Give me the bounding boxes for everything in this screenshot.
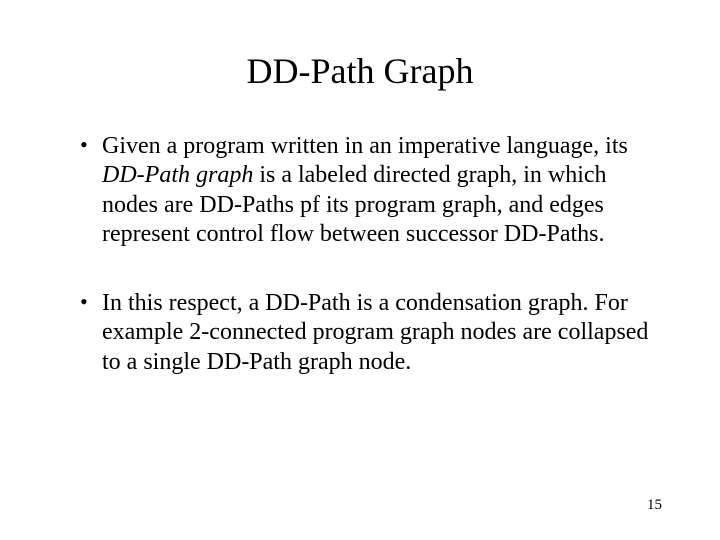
list-item: Given a program written in an imperative… — [80, 132, 660, 249]
bullet-list: Given a program written in an imperative… — [50, 132, 670, 377]
bullet-text-emphasis: DD-Path graph — [102, 162, 253, 188]
bullet-text-pre: Given a program written in an imperative… — [102, 133, 628, 159]
slide: DD-Path Graph Given a program written in… — [0, 0, 720, 540]
list-item: In this respect, a DD-Path is a condensa… — [80, 289, 660, 377]
page-number: 15 — [647, 497, 662, 514]
bullet-text-pre: In this respect, a DD-Path is a condensa… — [102, 290, 648, 375]
slide-title: DD-Path Graph — [50, 40, 670, 92]
